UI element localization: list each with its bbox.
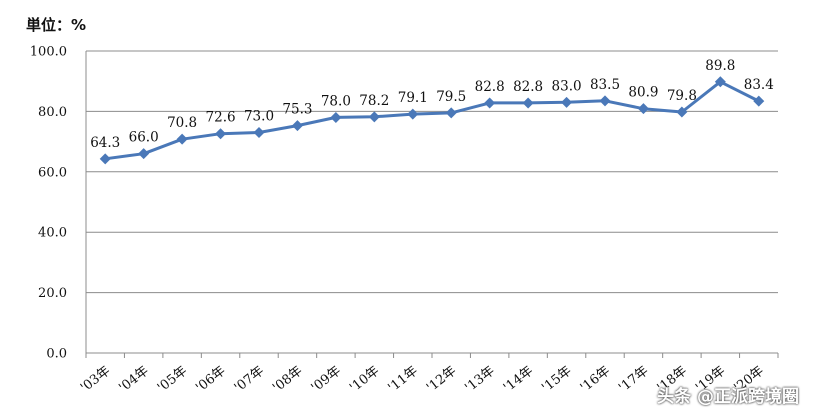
data-point-marker — [445, 107, 457, 119]
data-label: 70.8 — [167, 115, 197, 131]
data-label: 79.8 — [667, 88, 697, 104]
series-line — [105, 80, 760, 161]
data-point-marker — [599, 95, 611, 107]
data-point-marker — [522, 97, 534, 109]
watermark: 头条 @正派跨境圈 — [657, 387, 799, 407]
data-point-marker — [637, 103, 649, 115]
y-tick-label: 40.0 — [38, 226, 67, 241]
data-label: 89.8 — [705, 58, 735, 74]
data-label: 80.9 — [628, 85, 658, 101]
data-point-marker — [291, 120, 303, 132]
x-tick-label: '15年 — [539, 364, 574, 396]
data-point-marker — [676, 106, 688, 118]
data-label: 73.0 — [244, 109, 274, 125]
data-label: 64.3 — [90, 135, 120, 151]
data-point-marker — [138, 148, 150, 160]
x-tick-label: '16年 — [578, 364, 613, 396]
x-tick-label: '13年 — [462, 364, 497, 396]
data-point-marker — [99, 153, 111, 165]
x-tick-label: '11年 — [386, 364, 421, 396]
data-label: 83.0 — [552, 78, 582, 94]
unit-label: 単位：% — [26, 16, 87, 34]
data-label: 82.8 — [475, 79, 505, 95]
x-tick-label: '06年 — [193, 364, 228, 396]
data-point-marker — [176, 133, 188, 145]
y-tick-label: 0.0 — [46, 347, 67, 362]
data-point-marker — [407, 108, 419, 120]
data-point-marker — [484, 97, 496, 109]
y-tick-label: 20.0 — [38, 286, 67, 301]
x-tick-label: '07年 — [232, 364, 267, 396]
data-label: 79.5 — [436, 89, 466, 105]
data-label: 79.1 — [398, 90, 428, 106]
x-tick-label: '12年 — [424, 364, 459, 396]
x-tick-label: '08年 — [270, 364, 305, 396]
data-point-marker — [253, 127, 265, 139]
x-tick-label: '14年 — [501, 364, 536, 396]
data-point-marker — [753, 95, 765, 107]
y-tick-label: 60.0 — [38, 165, 67, 180]
data-label: 78.0 — [321, 93, 351, 109]
data-label: 66.0 — [129, 130, 159, 146]
data-label: 82.8 — [513, 79, 543, 95]
y-tick-label: 100.0 — [30, 45, 67, 60]
data-point-marker — [330, 111, 342, 123]
data-label: 72.6 — [206, 110, 236, 126]
data-label: 78.2 — [359, 93, 389, 109]
x-tick-label: '10年 — [347, 364, 382, 396]
data-label: 83.4 — [744, 77, 774, 93]
x-tick-label: '09年 — [309, 364, 344, 396]
data-label: 83.5 — [590, 77, 620, 93]
y-tick-label: 80.0 — [38, 105, 67, 120]
data-point-marker — [714, 76, 726, 88]
data-point-marker — [215, 128, 227, 140]
x-tick-label: '05年 — [155, 364, 190, 396]
x-tick-label: '03年 — [78, 364, 113, 396]
data-point-marker — [561, 96, 573, 108]
data-point-marker — [368, 111, 380, 123]
x-tick-label: '17年 — [616, 364, 651, 396]
data-label: 75.3 — [282, 102, 312, 118]
x-tick-label: '04年 — [116, 364, 151, 396]
